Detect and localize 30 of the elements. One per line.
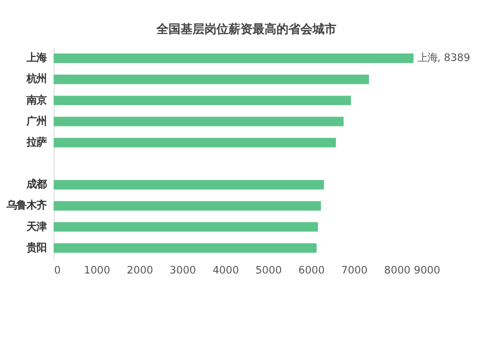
bar [54,96,351,106]
x-tick-label: 0 [54,264,61,277]
chart-title: 全国基层岗位薪资最高的省会城市 [156,22,337,36]
x-tick-label: 4000 [212,264,239,277]
y-tick-label: 贵阳 [26,242,47,254]
x-tick-label: 7000 [341,264,368,277]
x-tick-label: 9000 [414,264,440,277]
bar [54,180,324,190]
bar [54,243,317,253]
y-tick-label: 南京 [26,94,47,106]
y-tick-label: 天津 [26,220,47,233]
y-tick-label: 拉萨 [26,136,47,148]
bar [54,54,414,64]
x-tick-label: 8000 [384,264,410,277]
bar [54,201,321,211]
y-tick-label: 广州 [26,115,47,128]
bar [54,222,318,232]
y-tick-label: 成都 [26,178,47,191]
x-tick-label: 2000 [126,264,154,277]
x-tick-label: 6000 [298,264,325,277]
x-tick-label: 5000 [255,264,282,277]
bar [54,74,369,84]
bar [54,116,344,126]
bar [54,138,336,148]
y-tick-label: 上海 [26,52,47,64]
y-tick-label: 杭州 [26,73,47,86]
x-tick-label: 1000 [84,264,110,277]
y-tick-label: 乌鲁木齐 [6,200,48,212]
x-tick-label: 3000 [170,264,196,277]
data-label: 上海, 8389 [417,52,470,64]
